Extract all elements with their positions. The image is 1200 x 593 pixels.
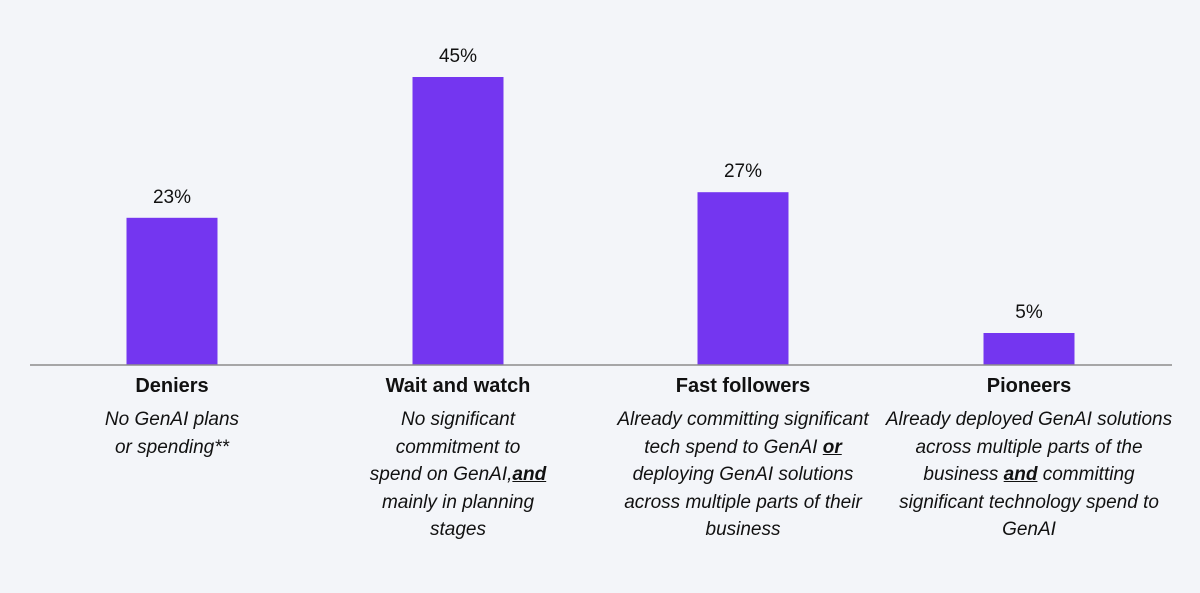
category-name: Pioneers <box>986 375 1072 397</box>
category-pioneers: Pioneers Already deployed GenAI solutions… <box>884 372 1174 544</box>
description-text: deploying GenAI solutions across multipl… <box>624 436 868 540</box>
bars-group <box>126 77 1075 365</box>
description-text: No significant commitment to spend on Ge… <box>369 409 526 485</box>
bar-wait-and-watch <box>412 77 504 365</box>
bar-pioneers <box>983 333 1075 365</box>
category-name: Wait and watch <box>385 375 531 397</box>
data-label: 5% <box>1015 302 1043 323</box>
category-deniers: Deniers No GenAI plans or spending** <box>27 372 317 461</box>
emphasis-text: and <box>512 464 547 485</box>
description-text: No GenAI plans or spending** <box>104 409 245 458</box>
description-text: mainly in planning stages <box>381 464 557 541</box>
data-label: 23% <box>153 187 191 208</box>
description-text: Already committing significant tech spen… <box>617 409 874 458</box>
data-labels-group: 23% 45% 27% 5% <box>153 46 1043 323</box>
category-fast-followers: Fast followers Already committing signifi… <box>598 372 888 544</box>
category-description: No significant commitment to spend on Ge… <box>313 406 603 544</box>
data-label: 45% <box>439 46 477 67</box>
data-label: 27% <box>724 161 762 182</box>
emphasis-text: or <box>822 436 842 458</box>
emphasis-text: and <box>1003 464 1038 485</box>
category-description: No GenAI plans or spending** <box>27 406 317 461</box>
bar-fast-followers <box>697 192 789 365</box>
category-name: Fast followers <box>675 375 811 397</box>
category-wait-and-watch: Wait and watch No significant commitment … <box>313 372 603 544</box>
bar-deniers <box>126 217 218 365</box>
category-description: Already deployed GenAI solutions across … <box>884 406 1174 544</box>
description-text: Already deployed GenAI solutions across … <box>885 409 1178 485</box>
category-name: Deniers <box>135 375 209 397</box>
category-description: Already committing significant tech spen… <box>598 406 888 544</box>
description-text: committing significant technology spend … <box>899 464 1165 540</box>
